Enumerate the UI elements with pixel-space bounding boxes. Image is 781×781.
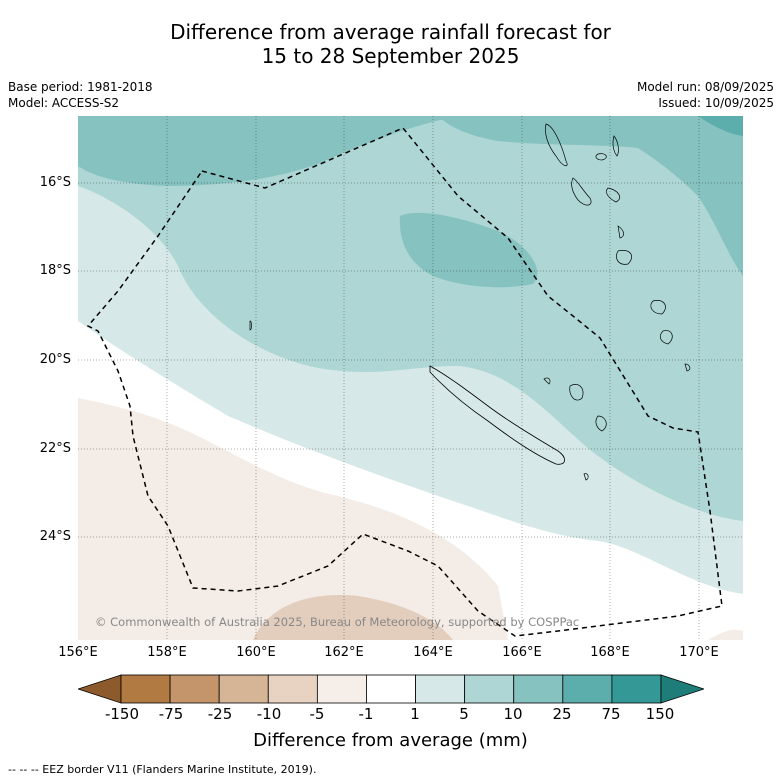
above-average-patch	[399, 212, 538, 288]
erromango-island	[650, 300, 666, 315]
lon-label-166e: 166°E	[502, 645, 542, 660]
colorbar-swatch	[218, 674, 269, 704]
lat-label-24s: 24°S	[39, 529, 71, 544]
lon-label-168e: 168°E	[590, 645, 630, 660]
rainfall-map	[78, 116, 743, 640]
isle-of-pines	[583, 473, 589, 481]
colorbar-tick-label: -75	[158, 705, 184, 723]
lon-label-162e: 162°E	[324, 645, 364, 660]
ouvea-island	[543, 377, 551, 385]
base-period: Base period: 1981-2018	[8, 80, 153, 94]
mare-island	[595, 415, 607, 432]
colorbar-tick-label: -25	[207, 705, 233, 723]
below-average-region-darker	[253, 595, 453, 640]
colorbar-tick-label: 150	[645, 705, 675, 723]
lon-label-156e: 156°E	[58, 645, 98, 660]
eez-legend-note: -- -- -- EEZ border V11 (Flanders Marine…	[8, 763, 317, 776]
title-line-2: 15 to 28 September 2025	[261, 44, 520, 68]
colorbar-swatch	[267, 674, 318, 704]
efate-island	[616, 250, 632, 265]
colorbar-extend-low	[78, 674, 122, 704]
epi-island	[617, 225, 624, 239]
colorbar-tick-label: -10	[256, 705, 282, 723]
above-average-band-2	[78, 116, 743, 521]
colorbar-swatch	[464, 674, 515, 704]
lon-label-164e: 164°E	[413, 645, 453, 660]
title-line-1: Difference from average rainfall forecas…	[170, 20, 611, 44]
lon-label-170e: 170°E	[679, 645, 719, 660]
colorbar-swatch	[169, 674, 220, 704]
maewo-island	[612, 135, 619, 157]
issued-date: Issued: 10/09/2025	[658, 96, 774, 110]
ambrym-island	[606, 187, 620, 203]
copyright-notice: © Commonwealth of Australia 2025, Bureau…	[95, 615, 580, 629]
chesterfield-island	[249, 320, 252, 331]
above-average-band-3-west	[78, 116, 458, 186]
lat-label-20s: 20°S	[39, 352, 71, 367]
below-average-region	[78, 398, 508, 640]
colorbar-title: Difference from average (mm)	[253, 730, 528, 751]
colorbar-swatch	[120, 674, 171, 704]
below-average-region-east	[708, 629, 743, 640]
above-average-band-3-east	[78, 116, 743, 276]
colorbar-tick-label: -150	[104, 705, 140, 723]
lifou-island	[569, 384, 584, 401]
above-average-band-4	[698, 116, 743, 136]
eez-border	[86, 127, 723, 637]
colorbar-tick-label: -1	[358, 705, 374, 723]
colorbar-swatch	[611, 674, 662, 704]
colorbar-swatch	[366, 674, 416, 704]
colorbar-swatch	[316, 674, 367, 704]
colorbar-tick-label: 10	[503, 705, 523, 723]
colorbar-tick-label: 5	[459, 705, 469, 723]
lat-label-16s: 16°S	[39, 175, 71, 190]
tanna-island	[659, 330, 673, 345]
colorbar-tick-label: 25	[552, 705, 572, 723]
colorbar-tick-label: 75	[601, 705, 621, 723]
lon-label-160e: 160°E	[236, 645, 276, 660]
lat-label-18s: 18°S	[39, 263, 71, 278]
colorbar-tick-label: 1	[410, 705, 420, 723]
colorbar-extend-high	[660, 674, 704, 704]
malekula-island	[571, 177, 592, 206]
colorbar-swatch	[562, 674, 613, 704]
model-run: Model run: 08/09/2025	[636, 80, 774, 94]
colorbar-tick-label: -5	[309, 705, 325, 723]
lon-label-158e: 158°E	[147, 645, 187, 660]
colorbar	[78, 674, 704, 704]
new-caledonia-island	[429, 365, 565, 465]
colorbar-swatch	[513, 674, 564, 704]
graticule	[78, 116, 743, 640]
lat-label-22s: 22°S	[39, 441, 71, 456]
ambae-island	[595, 153, 607, 161]
aneityum-island	[684, 363, 691, 372]
espiritu-santo-island	[545, 123, 568, 167]
model-name: Model: ACCESS-S2	[8, 96, 120, 110]
colorbar-swatch	[415, 674, 466, 704]
